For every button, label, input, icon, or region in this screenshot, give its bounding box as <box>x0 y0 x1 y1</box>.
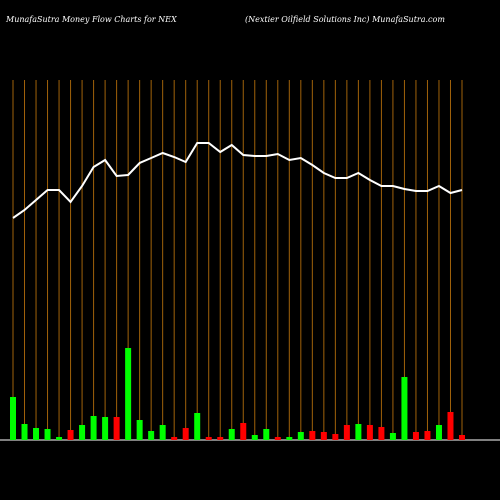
bar <box>182 428 189 440</box>
bar <box>171 437 178 440</box>
bar <box>366 425 373 440</box>
money-flow-line <box>12 142 463 219</box>
bar <box>159 425 166 440</box>
bar <box>90 416 97 440</box>
bar <box>286 437 293 440</box>
bar <box>343 425 350 440</box>
bar <box>447 412 454 440</box>
bar <box>240 423 247 440</box>
bar <box>21 424 28 440</box>
bar <box>194 413 201 440</box>
bar <box>56 437 63 440</box>
bar <box>125 348 132 440</box>
bar <box>263 429 270 440</box>
bar <box>297 432 304 440</box>
bar <box>228 429 235 440</box>
bar <box>435 425 442 440</box>
bar <box>67 430 74 440</box>
bar <box>355 424 362 440</box>
bar <box>79 425 86 440</box>
bar <box>44 429 51 440</box>
bar <box>309 431 316 440</box>
bar <box>205 437 212 440</box>
bar <box>10 397 16 440</box>
bar <box>102 417 109 440</box>
bar <box>274 437 281 440</box>
bar <box>389 433 396 440</box>
bar <box>113 417 120 440</box>
bar <box>33 428 40 440</box>
bar <box>401 377 408 440</box>
bar <box>459 435 465 440</box>
bar <box>332 434 339 440</box>
bar <box>136 420 143 440</box>
chart-title: MunafaSutra Money Flow Charts for NEX <box>5 15 177 24</box>
bar <box>412 432 419 440</box>
bar <box>148 431 155 440</box>
bar <box>424 431 431 440</box>
chart-subtitle: (Nextier Oilfield Solutions Inc) MunafaS… <box>245 15 445 24</box>
bar <box>217 437 224 440</box>
bar <box>251 435 258 440</box>
bar <box>320 432 327 440</box>
bar <box>378 427 385 440</box>
